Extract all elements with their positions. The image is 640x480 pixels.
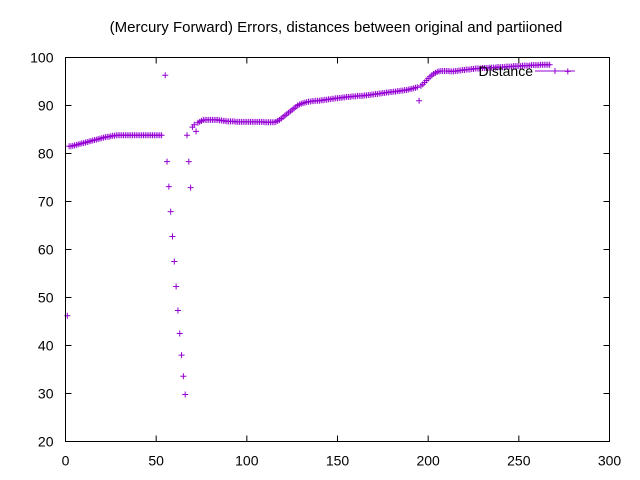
data-point <box>165 183 172 190</box>
chart-title: (Mercury Forward) Errors, distances betw… <box>110 19 563 36</box>
data-points <box>64 61 571 398</box>
data-point <box>174 307 181 314</box>
x-tick-label: 300 <box>598 453 622 469</box>
y-tick-label: 90 <box>38 98 54 114</box>
data-point <box>187 184 194 191</box>
axis-ticks: 0 50 100 150 200 250 300 20 30 40 50 60 70 80 90 100 <box>30 50 621 469</box>
data-point <box>167 208 174 215</box>
x-tick-label: 250 <box>507 453 531 469</box>
data-point <box>164 158 171 165</box>
x-tick-label: 50 <box>148 453 164 469</box>
data-point <box>178 352 185 359</box>
y-tick-label: 60 <box>38 242 54 258</box>
legend-marker <box>535 68 575 74</box>
data-point <box>183 132 190 139</box>
data-point <box>173 283 180 290</box>
x-tick-label: 150 <box>326 453 350 469</box>
plot-frame <box>65 57 610 442</box>
data-point <box>414 84 421 91</box>
data-point <box>546 61 553 68</box>
x-tick-label: 100 <box>235 453 259 469</box>
y-tick-label: 30 <box>38 386 54 402</box>
data-point <box>158 132 165 139</box>
data-point <box>182 391 189 398</box>
x-tick-label: 0 <box>62 453 70 469</box>
legend-label: Distance <box>479 63 534 79</box>
data-point <box>162 72 169 79</box>
data-point <box>191 121 198 128</box>
x-tick-label: 200 <box>416 453 440 469</box>
y-tick-label: 80 <box>38 146 54 162</box>
data-point <box>180 373 187 380</box>
data-point <box>185 158 192 165</box>
data-point <box>176 330 183 337</box>
y-tick-label: 70 <box>38 194 54 210</box>
y-tick-label: 40 <box>38 338 54 354</box>
data-point <box>169 233 176 240</box>
data-point <box>193 128 200 135</box>
y-tick-label: 20 <box>38 434 54 450</box>
y-tick-label: 50 <box>38 290 54 306</box>
data-point <box>416 97 423 104</box>
y-tick-label: 100 <box>30 50 54 66</box>
data-point <box>171 258 178 265</box>
legend: Distance <box>479 63 575 79</box>
